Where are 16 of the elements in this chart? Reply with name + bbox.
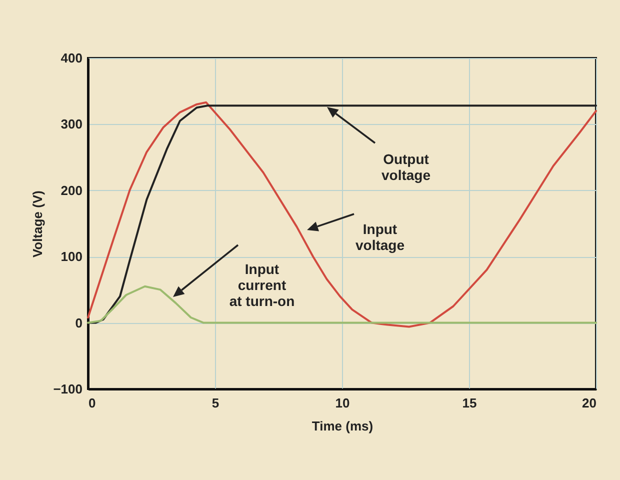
y-tick-label: 100 [60,249,82,264]
y-tick-label: 0 [75,315,82,330]
x-axis-title: Time (ms) [312,418,374,434]
x-tick-label: 10 [335,396,350,410]
y-tick-label: −100 [53,382,82,396]
annotation: Input voltage [355,221,405,253]
y-tick-label: 200 [60,182,82,198]
x-tick-label: 0 [88,396,96,410]
x-tick-label: 20 [582,396,596,410]
y-tick-label: 400 [60,50,82,66]
annotation: Input current at turn-on [229,261,295,309]
y-tick-label: 300 [60,116,82,132]
x-tick-label: 5 [212,396,220,410]
y-axis-title: Voltage (V) [30,190,46,258]
annotation: Output voltage [381,151,431,183]
x-tick-label: 15 [462,396,477,410]
